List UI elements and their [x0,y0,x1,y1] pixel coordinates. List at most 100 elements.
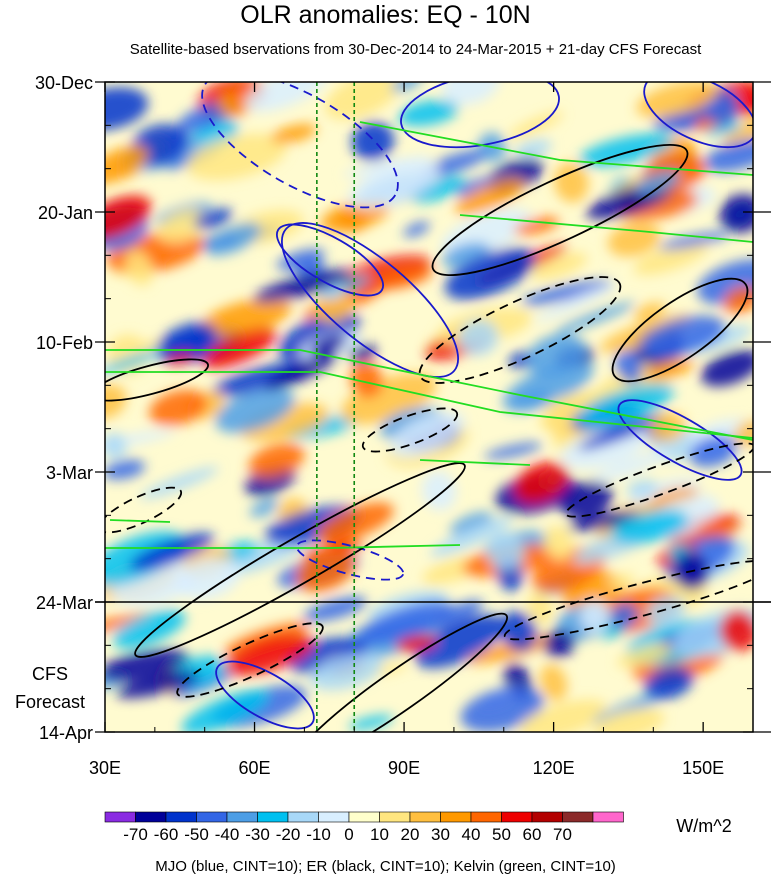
anomaly-patch [649,412,686,442]
plot-frame [104,81,754,733]
kelvin-contour [105,544,461,549]
anomaly-patch [487,531,525,571]
filtered-contours [105,82,753,732]
anomaly-patch [181,689,270,732]
anomaly-patch [278,311,361,362]
x-axis: 30E 60E 90E 120E 150E [89,82,724,778]
er-contour [431,143,689,277]
colorbar-tick-label: 50 [492,825,511,844]
colorbar-cell [379,811,411,823]
anomaly-patch [249,499,279,518]
anomaly-patch [514,461,569,503]
anomaly-patch [139,466,219,499]
anomaly-patch [646,595,686,626]
anomaly-patch [723,286,753,314]
anomaly-patch [615,349,643,384]
anomaly-patch [531,252,588,280]
chart-subtitle: Satellite-based bservations from 30-Dec-… [129,41,702,58]
er-contour [565,442,753,518]
anomaly-patch [543,525,573,561]
colorbar-cell [287,811,319,823]
anomaly-patch [719,610,753,652]
anomaly-patch [372,266,433,290]
anomaly-patch [202,327,277,369]
anomaly-patch [155,322,216,363]
kelvin-contour [419,459,531,466]
anomaly-patch [458,319,499,356]
anomaly-patch [105,432,127,460]
colorbar-tick-label: -10 [306,825,331,844]
er-contour [291,612,509,732]
anomaly-patch [157,208,208,244]
colorbar-tick-label: -70 [123,825,148,844]
anomaly-patch [355,601,454,646]
mjo-contour [215,660,315,730]
anomaly-patch [617,643,673,668]
anomaly-patch [455,177,495,197]
anomaly-patch [342,156,432,177]
anomaly-patch [658,231,730,250]
colorbar-cell [409,811,441,823]
anomaly-patch [270,124,317,144]
anomaly-patch [351,121,395,162]
anomaly-field [105,82,753,732]
colorbar-cell [226,811,258,823]
anomaly-patch [450,512,493,536]
mjo-contour [201,82,399,209]
y-tick-label: 30-Dec [35,73,93,93]
anomaly-patch [350,361,383,398]
kelvin-contour [109,519,171,523]
anomaly-patch [526,333,587,378]
colorbar-tick-label: 40 [462,825,481,844]
y-tick-label: 14-Apr [39,723,93,743]
anomaly-patch [500,611,537,652]
colorbar-tick-label: 70 [553,825,572,844]
colorbar-cell [196,811,228,823]
anomaly-patch [633,240,709,276]
er-contour [418,276,622,384]
y-tick-label: 24-Mar [36,593,93,613]
anomaly-patch [125,250,154,286]
colorbar-tick-label: 0 [344,825,353,844]
anomaly-patch [520,280,612,306]
anomaly-patch [199,298,292,338]
anomaly-patch [591,450,671,483]
anomaly-patch [430,516,514,557]
colorbar-cell [135,811,167,823]
mjo-contour [643,82,753,149]
anomaly-patch [105,613,152,638]
anomaly-patch [578,413,667,451]
colorbar-cell [592,811,624,823]
anomaly-patch [611,509,689,544]
anomaly-patch [733,420,753,447]
x-tick-label: 60E [239,758,271,778]
mjo-contour [275,223,385,297]
anomaly-patch [310,334,347,356]
anomaly-patch [105,87,149,131]
colorbar-cell [348,811,380,823]
anomaly-patch [442,82,500,105]
colorbar-cell [104,811,136,823]
colorbar-cell [470,811,502,823]
chart-title: OLR anomalies: EQ - 10N [240,1,531,29]
reference-longitudes [316,82,356,732]
anomaly-patch [398,99,459,127]
colorbar-tick-label: -50 [184,825,209,844]
colorbar-tick-label: -60 [154,825,179,844]
anomaly-patch [194,208,233,229]
anomaly-patch [567,510,641,532]
anomaly-patch [636,82,719,118]
anomaly-patch [635,170,681,195]
kelvin-contour [105,371,753,439]
anomaly-patch [429,600,484,629]
colorbar-cell [562,811,594,823]
colorbar-cell [440,811,472,823]
er-contour [503,559,753,641]
anomaly-patch [244,82,328,112]
anomaly-patch [224,634,315,676]
anomaly-patch [316,502,394,543]
anomaly-patch [105,459,146,480]
y-tick-label: 20-Jan [38,203,93,223]
anomaly-patch [608,573,635,591]
mjo-contour [400,82,560,149]
